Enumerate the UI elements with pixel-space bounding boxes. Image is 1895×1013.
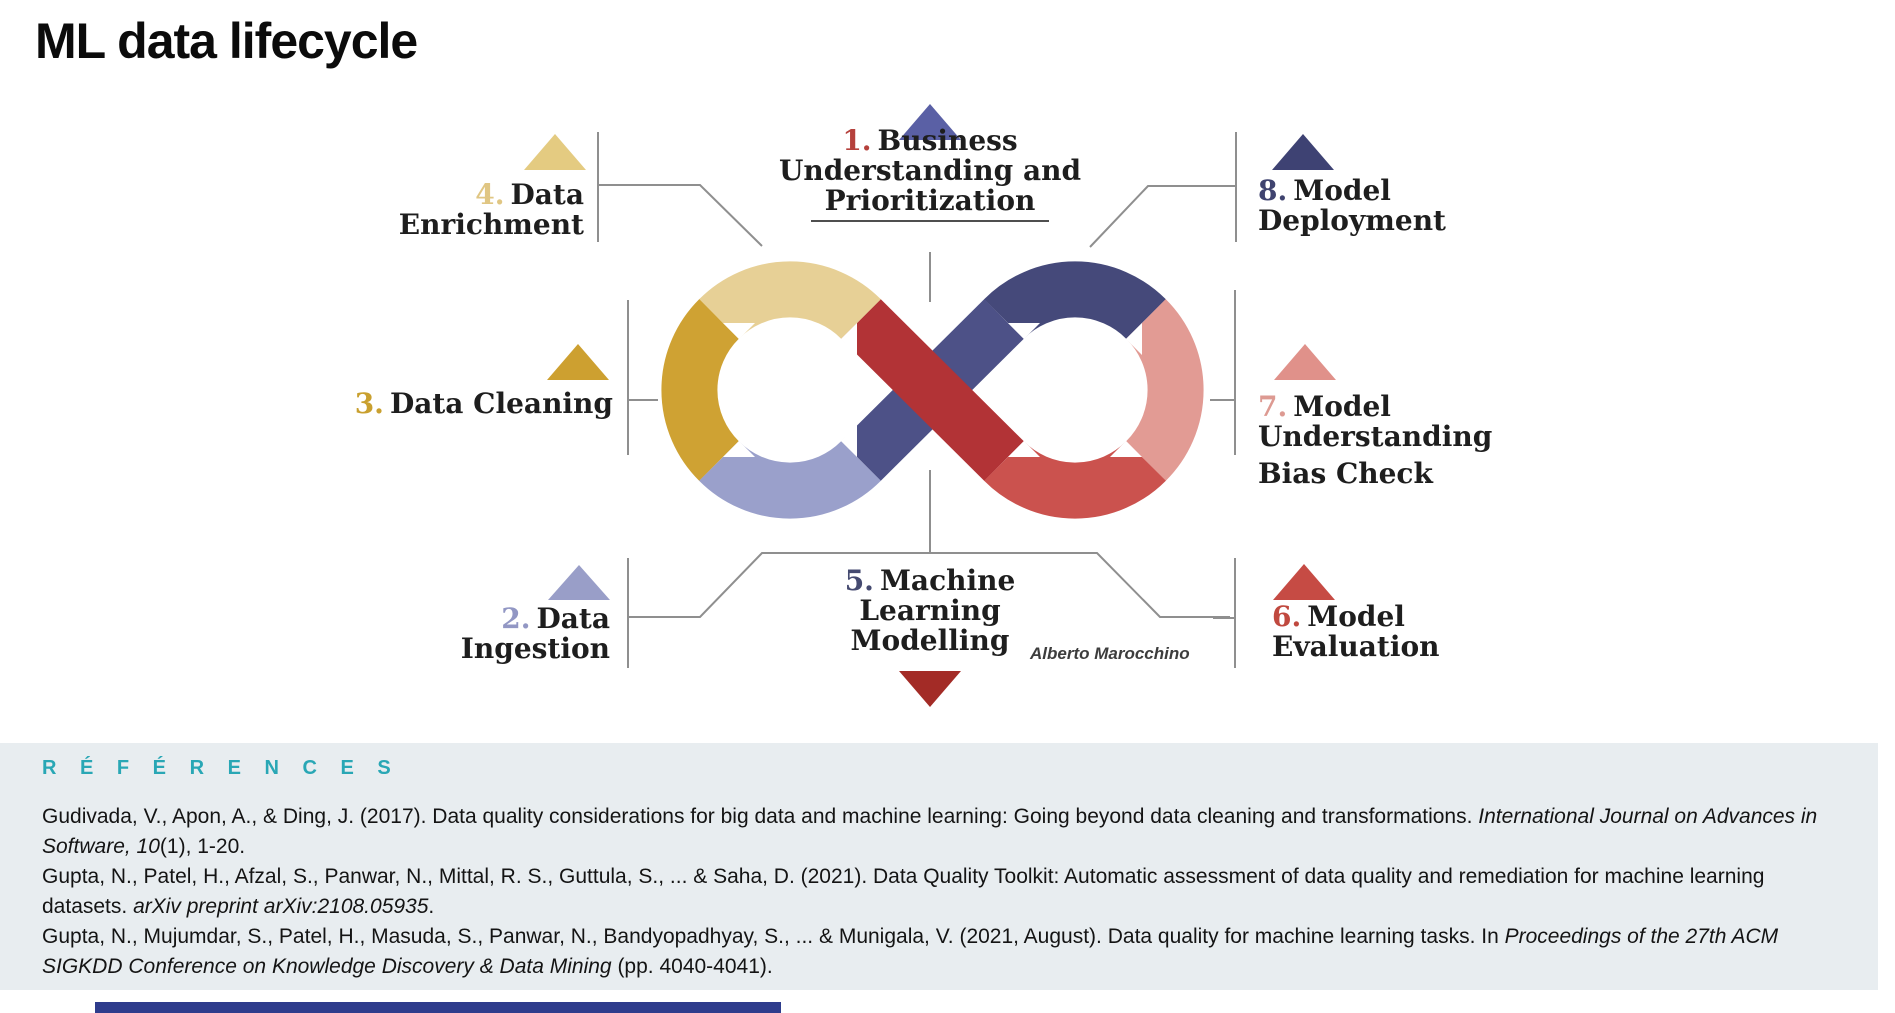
model-deployment-arc <box>984 261 1166 340</box>
flow-arrow-icon <box>1110 441 1142 457</box>
references-list: Gudivada, V., Apon, A., & Ding, J. (2017… <box>42 802 1838 982</box>
stage-8-triangle-icon <box>1272 134 1334 170</box>
flow-arrow-icon <box>841 425 857 457</box>
connector-deployment-to-loop <box>1089 185 1236 248</box>
stage-label-data-cleaning: 3. Data Cleaning <box>354 387 613 420</box>
data-ingestion-arc <box>699 440 881 519</box>
reference-entry: Gupta, N., Patel, H., Afzal, S., Panwar,… <box>42 865 1765 918</box>
stage-label-ml-modelling: 5. Machine Learning Modelling <box>844 564 1016 657</box>
flow-arrow-icon <box>723 441 755 457</box>
reference-entry: Gupta, N., Mujumdar, S., Patel, H., Masu… <box>42 925 1779 978</box>
model-understanding-arc <box>1125 299 1204 481</box>
stage-6-triangle-icon <box>1273 564 1335 600</box>
stage-label-model-understanding-bias-check: 7. Model Understanding Bias Check <box>1258 390 1493 490</box>
lifecycle-diagram <box>524 104 1336 707</box>
flow-arrow-icon <box>841 323 857 355</box>
connector-enrichment-to-loop <box>598 184 763 247</box>
reference-entry: Gudivada, V., Apon, A., & Ding, J. (2017… <box>42 805 1818 858</box>
stage-1-triangle-icon <box>899 104 961 140</box>
flow-arrow-icon <box>1126 323 1142 355</box>
stage-4-triangle-icon <box>524 134 586 170</box>
flow-arrow-icon <box>1008 323 1040 339</box>
stage-label-model-evaluation: 6. Model Evaluation <box>1272 600 1440 663</box>
page-title: ML data lifecycle <box>35 13 418 69</box>
stage-label-data-ingestion: 2. Data Ingestion <box>460 602 610 665</box>
stage-3-triangle-icon <box>547 344 609 380</box>
stage-5-triangle-down-icon <box>899 671 961 707</box>
stage-label-data-enrichment: 4. Data Enrichment <box>398 178 584 241</box>
stage-label-business-understanding: 1. Business Understanding and Prioritizat… <box>755 126 1105 222</box>
business-band <box>841 299 1024 481</box>
flow-arrow-icon <box>723 323 755 339</box>
stage-2-triangle-icon <box>548 565 610 600</box>
references-heading: R É F É R E N C E S <box>42 757 400 779</box>
data-cleaning-arc <box>661 299 740 481</box>
flow-arrows <box>723 323 1142 457</box>
stage-label-model-deployment: 8. Model Deployment <box>1258 174 1446 237</box>
flow-arrow-icon <box>1008 441 1040 457</box>
author-attribution: Alberto Marocchino <box>1030 644 1190 663</box>
model-evaluation-arc <box>984 440 1166 519</box>
data-enrichment-arc <box>699 261 881 340</box>
bottom-accent-bar <box>95 1002 781 1013</box>
stage-7-triangle-icon <box>1274 344 1336 380</box>
connector-lines <box>597 132 1237 668</box>
references-panel: R É F É R E N C E S Gudivada, V., Apon, … <box>0 743 1878 990</box>
